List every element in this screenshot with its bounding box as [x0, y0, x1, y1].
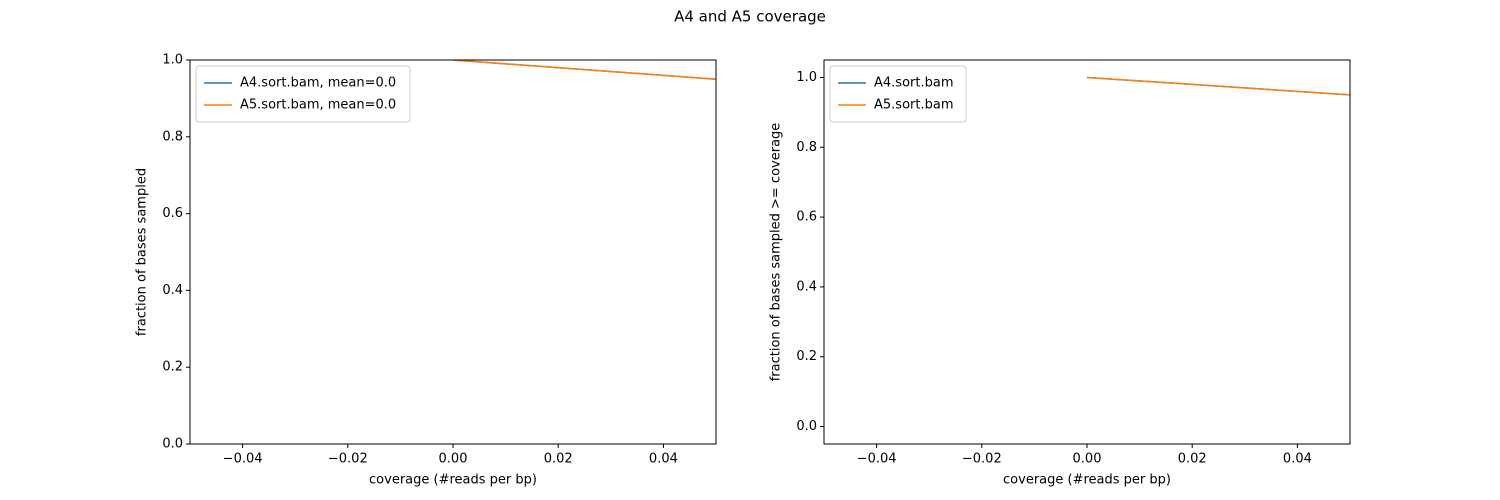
legend-label: A4.sort.bam: [874, 76, 953, 91]
axes-frame: [823, 59, 1351, 445]
x-tick-label: −0.04: [223, 452, 263, 467]
x-tick-label: 0.04: [1283, 452, 1312, 467]
legend-label: A5.sort.bam: [874, 98, 953, 113]
y-tick-label: 0.0: [162, 437, 183, 452]
x-tick-label: 0.02: [544, 452, 573, 467]
x-tick-label: −0.02: [328, 452, 368, 467]
x-tick-label: −0.04: [857, 452, 897, 467]
y-tick-label: 0.2: [796, 349, 817, 364]
plot-area: [1086, 76, 1350, 96]
line-series: [1086, 76, 1350, 96]
legend-box: [195, 65, 411, 123]
y-tick-label: 0.4: [162, 283, 183, 298]
y-axis-label: fraction of bases sampled: [135, 168, 150, 336]
x-tick-label: 0.00: [1073, 452, 1102, 467]
y-tick-label: 0.2: [162, 360, 183, 375]
y-tick-label: 0.8: [162, 129, 183, 144]
y-tick-label: 0.8: [796, 140, 817, 155]
line-series: [1086, 76, 1350, 96]
plot-area: [452, 60, 716, 80]
legend-label: A5.sort.bam, mean=0.0: [240, 98, 396, 113]
legend-box: [829, 65, 967, 123]
legend-label: A4.sort.bam, mean=0.0: [240, 76, 396, 91]
line-series: [452, 60, 716, 80]
y-tick-label: 0.6: [796, 210, 817, 225]
figure-title: A4 and A5 coverage: [674, 8, 826, 26]
line-series: [452, 60, 716, 80]
x-tick-label: −0.02: [962, 452, 1002, 467]
x-axis-label: coverage (#reads per bp): [369, 473, 537, 488]
y-tick-label: 0.4: [796, 279, 817, 294]
y-tick-label: 0.0: [796, 419, 817, 434]
y-tick-label: 0.6: [162, 206, 183, 221]
x-tick-label: 0.02: [1178, 452, 1207, 467]
y-axis-label: fraction of bases sampled >= coverage: [769, 123, 784, 382]
x-tick-label: 0.04: [649, 452, 678, 467]
axes-frame: [189, 59, 717, 445]
x-axis-label: coverage (#reads per bp): [1003, 473, 1171, 488]
y-tick-label: 1.0: [162, 53, 183, 68]
y-tick-label: 1.0: [796, 70, 817, 85]
x-tick-label: 0.00: [439, 452, 468, 467]
